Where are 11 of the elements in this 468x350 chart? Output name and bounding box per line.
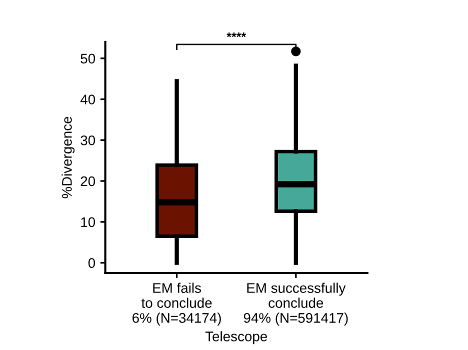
y-tick-label: 0: [88, 258, 96, 268]
y-tick-label: 50: [80, 54, 96, 64]
text: ****: [226, 32, 246, 38]
x-axis-title: Telescope: [205, 331, 267, 344]
y-axis-title: %Divergence: [62, 116, 75, 198]
y-tick-label: 40: [80, 94, 96, 104]
y-tick-label: 30: [80, 135, 96, 146]
x-tick-label: EM successfully conclude 94% (N=591417): [244, 282, 348, 326]
y-tick-label: 10: [81, 217, 96, 228]
x-tick-label: EM fails to conclude 6% (N=34174): [132, 282, 221, 326]
y-tick-label: 20: [80, 176, 96, 186]
